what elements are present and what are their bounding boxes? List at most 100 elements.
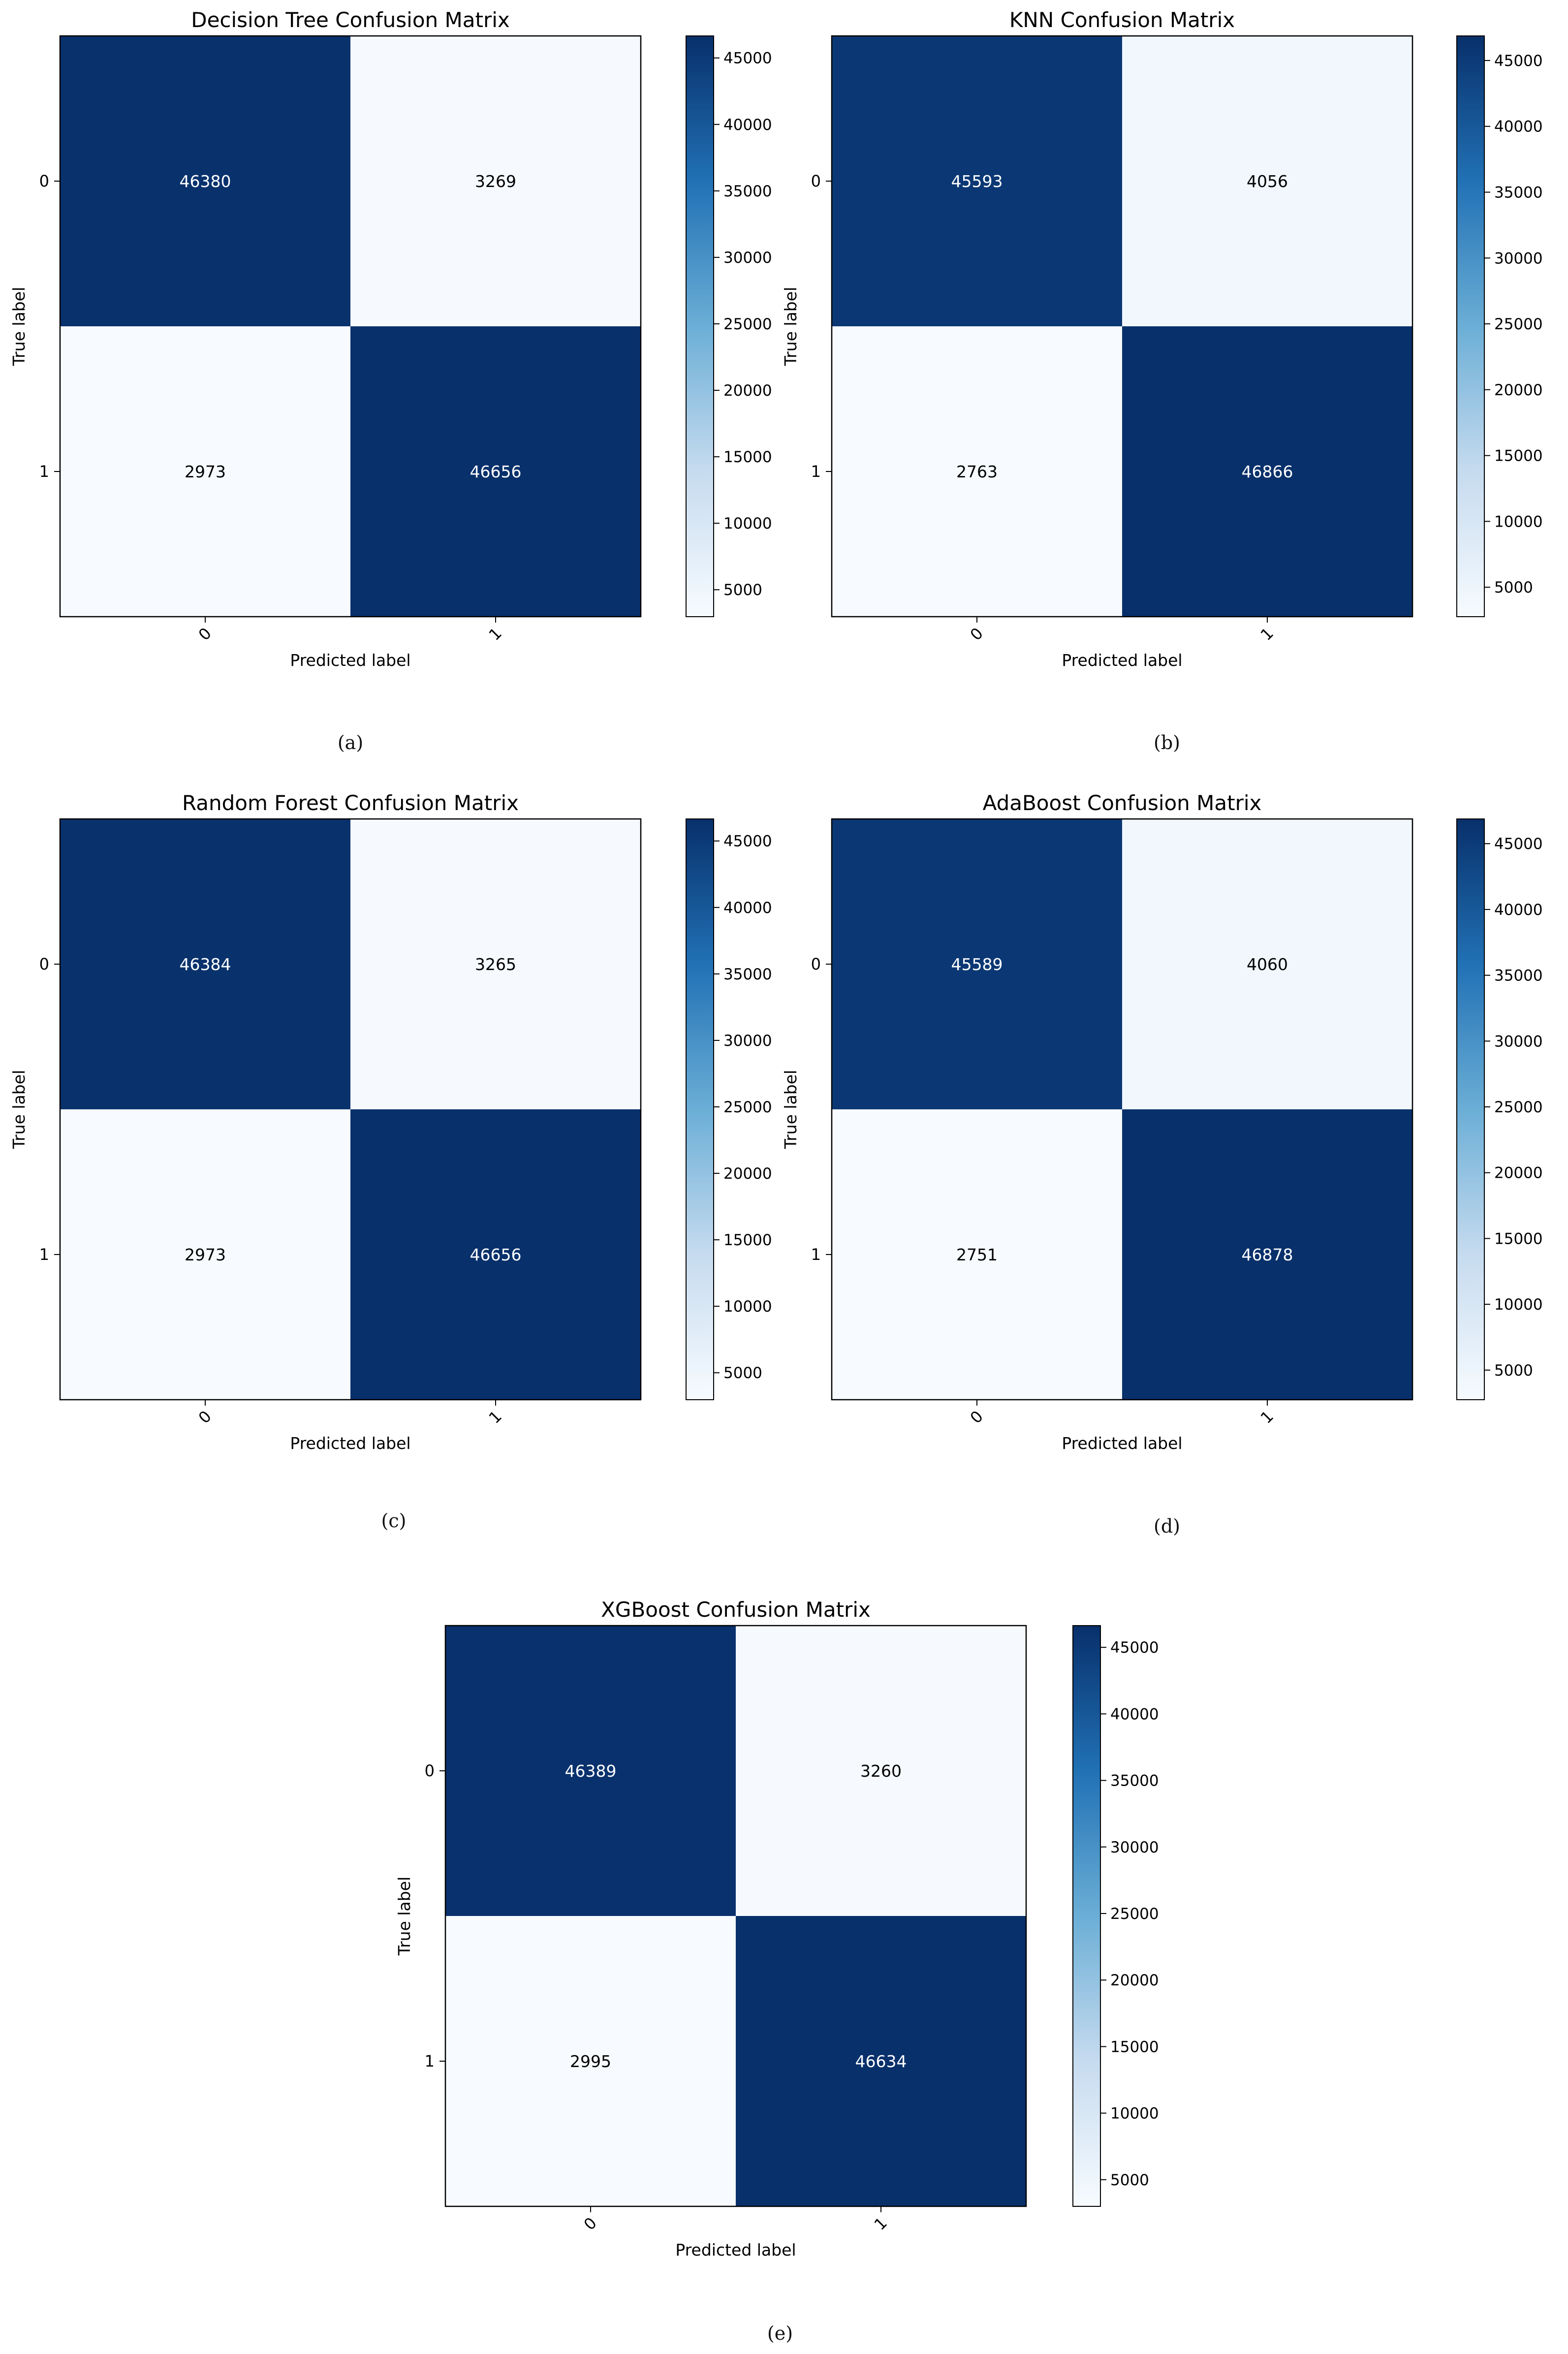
y-tick-label: 1: [39, 462, 49, 481]
matrix-cell: [832, 36, 1122, 326]
matrix-cell: [350, 326, 641, 617]
y-tick-label: 0: [39, 955, 49, 973]
colorbar-tick-label: 40000: [1494, 118, 1543, 136]
colorbar-tick-label: 40000: [1494, 901, 1543, 919]
x-tick-label: 0: [967, 624, 987, 644]
cell-value-label: 45589: [951, 955, 1003, 974]
matrix-cell: [60, 819, 350, 1109]
colorbar-tick-label: 25000: [723, 1099, 772, 1116]
axes-frame: [59, 35, 642, 618]
matrix-cell: [350, 1109, 641, 1400]
colorbar-tick-label: 40000: [723, 116, 772, 134]
matrix-cell: [832, 326, 1122, 617]
colorbar-tick-label: 15000: [1494, 447, 1543, 465]
colorbar-tick-label: 45000: [1494, 52, 1543, 70]
axes-frame: [831, 818, 1413, 1401]
x-tick-label: 1: [485, 624, 505, 644]
x-axis-label: Predicted label: [290, 1434, 410, 1453]
colorbar-tick-label: 40000: [1110, 1705, 1159, 1723]
colorbar: [686, 35, 714, 617]
y-tick-label: 0: [39, 172, 49, 190]
colorbar-tick-label: 45000: [723, 50, 772, 67]
colorbar-tick-label: 20000: [1110, 1972, 1159, 1989]
x-tick-label: 1: [871, 2214, 891, 2234]
y-tick-label: 0: [811, 955, 821, 973]
cell-value-label: 2973: [185, 462, 226, 481]
colorbar-tick-label: 10000: [723, 515, 772, 533]
colorbar-tick-label: 30000: [1494, 1033, 1543, 1050]
cell-value-label: 46384: [180, 955, 231, 974]
cell-value-label: 2751: [956, 1245, 998, 1264]
cell-value-label: 46634: [855, 2052, 907, 2071]
x-tick-label: 0: [580, 2214, 600, 2234]
colorbar: [686, 818, 714, 1400]
colorbar: [1456, 818, 1485, 1400]
y-axis-label: True label: [395, 1877, 414, 1956]
cell-value-label: 46656: [470, 462, 522, 481]
cell-value-label: 3269: [475, 172, 516, 191]
cell-value-label: 4060: [1247, 955, 1288, 974]
cell-value-label: 46878: [1242, 1245, 1293, 1264]
chart-title: AdaBoost Confusion Matrix: [983, 791, 1262, 815]
x-axis-label: Predicted label: [1062, 651, 1182, 670]
colorbar-tick-label: 45000: [723, 833, 772, 850]
matrix-cell: [60, 1109, 350, 1400]
x-tick-label: 1: [485, 1407, 505, 1427]
y-tick-label: 1: [811, 1245, 821, 1264]
confusion-matrix-4: AdaBoost Confusion Matrix 45589 4060 2751 46…: [781, 791, 1543, 1453]
chart-title: XGBoost Confusion Matrix: [601, 1598, 871, 1622]
caption-c: (c): [381, 1510, 407, 1532]
colorbar-tick-label: 5000: [1110, 2171, 1149, 2189]
caption-e: (e): [767, 2323, 793, 2344]
colorbar-tick-label: 35000: [1494, 967, 1543, 985]
y-axis-label: True label: [9, 287, 29, 366]
colorbar-tick-label: 20000: [1494, 381, 1543, 399]
matrix-cell: [832, 819, 1122, 1109]
matrix-cell: [736, 1916, 1026, 2206]
colorbar-tick-label: 30000: [723, 249, 772, 267]
colorbar-tick-label: 40000: [723, 899, 772, 917]
y-axis-label: True label: [9, 1070, 29, 1149]
confusion-matrix-3: Random Forest Confusion Matrix 46384 3265 2…: [9, 791, 772, 1453]
colorbar: [1072, 1625, 1101, 2207]
colorbar-tick-label: 45000: [1110, 1639, 1159, 1657]
matrix-cell: [350, 36, 641, 326]
colorbar-tick-label: 15000: [1110, 2038, 1159, 2056]
matrix-cell: [1122, 819, 1412, 1109]
cell-value-label: 46866: [1242, 462, 1293, 481]
matrix-cell: [1122, 326, 1412, 617]
colorbar-tick-label: 20000: [723, 1165, 772, 1183]
matrix-cell: [445, 1626, 736, 1916]
cell-value-label: 46380: [180, 172, 231, 191]
matrix-cell: [1122, 36, 1412, 326]
colorbar-tick-label: 35000: [1494, 184, 1543, 201]
x-tick-label: 0: [967, 1407, 987, 1427]
colorbar-tick-label: 10000: [1494, 1296, 1543, 1314]
cell-value-label: 3260: [860, 1761, 902, 1781]
axes-frame: [831, 35, 1413, 618]
x-axis-label: Predicted label: [675, 2240, 796, 2260]
colorbar-tick-label: 30000: [1494, 250, 1543, 267]
caption-d: (d): [1154, 1515, 1180, 1537]
caption-b: (b): [1154, 732, 1180, 753]
colorbar-tick-label: 35000: [723, 183, 772, 200]
chart-title: KNN Confusion Matrix: [1009, 8, 1235, 32]
x-tick-label: 0: [195, 1407, 215, 1427]
cell-value-label: 2973: [185, 1245, 226, 1264]
colorbar-tick-label: 30000: [1110, 1839, 1159, 1856]
chart-title: Decision Tree Confusion Matrix: [191, 8, 510, 32]
colorbar-tick-label: 5000: [1494, 579, 1533, 596]
confusion-matrix-2: KNN Confusion Matrix 45593 4056 2763 46866 0 1…: [781, 8, 1543, 670]
colorbar-tick-label: 10000: [1494, 513, 1543, 531]
colorbar-tick-label: 30000: [723, 1032, 772, 1050]
y-tick-label: 1: [811, 462, 821, 481]
matrix-cell: [1122, 1109, 1412, 1400]
y-tick-label: 1: [425, 2052, 435, 2071]
cell-value-label: 2763: [956, 462, 998, 481]
confusion-matrix-1: Decision Tree Confusion Matrix 46380 3269 2…: [9, 8, 772, 670]
colorbar-tick-label: 20000: [723, 382, 772, 400]
matrix-cell: [60, 36, 350, 326]
x-tick-label: 1: [1257, 624, 1277, 644]
